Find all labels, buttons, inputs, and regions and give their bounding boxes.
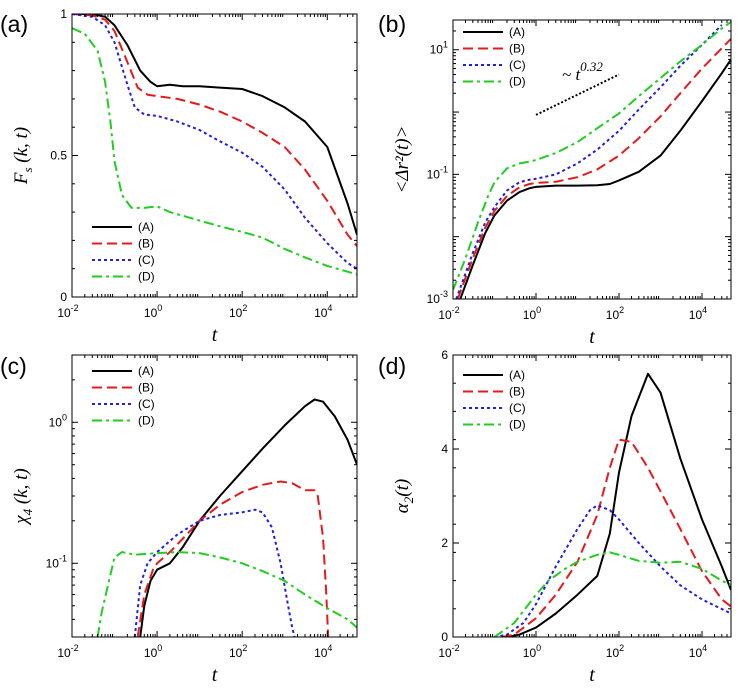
legend-entry: (C) xyxy=(509,401,526,415)
y-tick-label: 10-1 xyxy=(427,164,448,181)
x-axis-label: t xyxy=(589,664,595,686)
y-tick-label: 2 xyxy=(441,536,448,550)
legend-entry: (D) xyxy=(138,270,155,284)
x-axis-label: t xyxy=(212,664,218,686)
legend-entry: (B) xyxy=(138,237,154,251)
x-tick-label: 10-2 xyxy=(438,643,459,660)
x-tick-label: 104 xyxy=(314,303,332,320)
panel-label: (b) xyxy=(378,11,406,37)
series-line-d xyxy=(72,27,357,276)
legend: (A) (B) (C) (D) xyxy=(463,25,526,89)
slope-reference-line xyxy=(535,73,620,116)
y-tick-label: 100 xyxy=(49,412,67,429)
x-tick-label: 10-2 xyxy=(57,303,78,320)
series-line-a xyxy=(459,58,731,299)
legend-entry: (A) xyxy=(509,368,525,382)
legend-entry: (A) xyxy=(509,25,525,39)
legend: (A) (B) (C) (D) xyxy=(463,368,526,432)
plot-frame xyxy=(452,354,732,638)
series-line-b xyxy=(501,438,731,637)
legend: (A) (B) (C) (D) xyxy=(92,364,155,428)
legend-entry: (D) xyxy=(138,414,155,428)
legend: (A) (B) (C) (D) xyxy=(92,220,155,284)
y-axis-label: <Δr²(t)> xyxy=(392,126,413,194)
y-tick-label: 0 xyxy=(60,290,67,304)
panel-label: (a) xyxy=(0,11,28,37)
y-tick-label: 10-1 xyxy=(46,553,67,570)
legend-entry: (D) xyxy=(509,418,526,432)
series-line-c xyxy=(72,14,357,270)
series-line-c xyxy=(133,508,296,637)
x-tick-label: 102 xyxy=(229,643,247,660)
legend-entry: (A) xyxy=(138,220,154,234)
x-tick-label: 10-2 xyxy=(57,643,78,660)
panel-b: ~ t0.32 10-2 100 102 104 10-3 10-1 101 t <Δr²(t)>… xyxy=(378,11,732,348)
x-tick-label: 100 xyxy=(523,643,541,660)
panel-label: (c) xyxy=(0,353,27,379)
legend-entry: (D) xyxy=(509,75,526,89)
x-tick-label: 102 xyxy=(606,643,624,660)
y-axis-label: α2(t) xyxy=(392,479,416,513)
legend-entry: (B) xyxy=(138,381,154,395)
panel-d: 10-2 100 102 104 0 2 4 6 t α2(t) (d) (A) (B) (C) (D) xyxy=(378,348,732,686)
y-tick-label: 1 xyxy=(60,7,67,21)
y-tick-label: 0.5 xyxy=(50,149,67,163)
x-axis-label: t xyxy=(212,324,218,346)
series-line-a xyxy=(139,398,357,637)
series-line-b xyxy=(72,14,357,247)
y-tick-label: 4 xyxy=(441,442,448,456)
series-line-a xyxy=(72,14,357,235)
plot-frame xyxy=(452,19,732,300)
slope-annotation: ~ t0.32 xyxy=(562,59,603,84)
series-line-b xyxy=(136,480,330,637)
series-line-d xyxy=(493,551,731,637)
x-tick-label: 102 xyxy=(606,305,624,322)
legend-entry: (C) xyxy=(138,397,155,411)
series-line-b xyxy=(456,38,731,299)
series-line-c xyxy=(494,504,731,637)
x-tick-label: 102 xyxy=(229,303,247,320)
x-tick-label: 10-2 xyxy=(438,305,459,322)
x-tick-label: 100 xyxy=(144,643,162,660)
legend-entry: (A) xyxy=(138,364,154,378)
x-tick-label: 104 xyxy=(314,643,332,660)
y-tick-label: 6 xyxy=(441,348,448,362)
series-line-a xyxy=(506,372,731,637)
plot-frame xyxy=(71,354,358,638)
y-tick-label: 101 xyxy=(430,40,448,57)
legend-entry: (C) xyxy=(138,253,155,267)
x-tick-label: 100 xyxy=(523,305,541,322)
series-line-c xyxy=(455,24,723,299)
legend-entry: (B) xyxy=(509,42,525,56)
x-tick-label: 104 xyxy=(689,643,707,660)
y-tick-label: 0 xyxy=(441,630,448,644)
series-line-d xyxy=(453,21,731,291)
legend-entry: (C) xyxy=(509,58,526,72)
y-axis-label: χ4 (k, t) xyxy=(11,468,35,525)
legend-entry: (B) xyxy=(509,385,525,399)
series-line-d xyxy=(96,551,357,637)
x-tick-label: 100 xyxy=(144,303,162,320)
y-axis-label: Fs (k, t) xyxy=(11,127,35,185)
panel-label: (d) xyxy=(378,353,406,379)
panel-a: 10-2 100 102 104 0 0.5 1 t Fs (k, t) (a) (A) (B) (C)… xyxy=(0,7,358,346)
y-tick-label: 10-3 xyxy=(427,289,448,306)
x-tick-label: 104 xyxy=(689,305,707,322)
x-axis-label: t xyxy=(589,326,595,348)
